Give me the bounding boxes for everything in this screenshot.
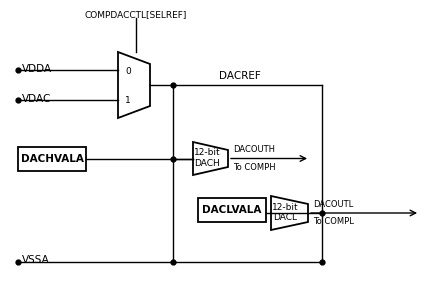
Polygon shape: [271, 196, 308, 230]
Text: DACHVALA: DACHVALA: [21, 153, 83, 164]
Text: 12-bit: 12-bit: [194, 148, 220, 157]
FancyBboxPatch shape: [18, 147, 86, 170]
Text: DACLVALA: DACLVALA: [202, 205, 262, 215]
Text: VDAC: VDAC: [22, 93, 51, 104]
Text: DACREF: DACREF: [219, 71, 260, 81]
Text: 1: 1: [125, 96, 131, 105]
Polygon shape: [193, 142, 228, 175]
Text: 0: 0: [125, 67, 131, 76]
Text: VSSA: VSSA: [22, 255, 50, 265]
Text: VDDA: VDDA: [22, 64, 52, 74]
Text: DACL: DACL: [273, 214, 297, 222]
Text: 12-bit: 12-bit: [272, 202, 299, 212]
Text: DACOUTH: DACOUTH: [233, 145, 275, 154]
FancyBboxPatch shape: [198, 198, 266, 222]
Text: To COMPL: To COMPL: [313, 217, 354, 226]
Text: COMPDACCTL[SELREF]: COMPDACCTL[SELREF]: [85, 10, 187, 19]
Text: To COMPH: To COMPH: [233, 162, 276, 172]
Text: DACH: DACH: [194, 159, 220, 168]
Text: DACOUTL: DACOUTL: [313, 200, 353, 209]
